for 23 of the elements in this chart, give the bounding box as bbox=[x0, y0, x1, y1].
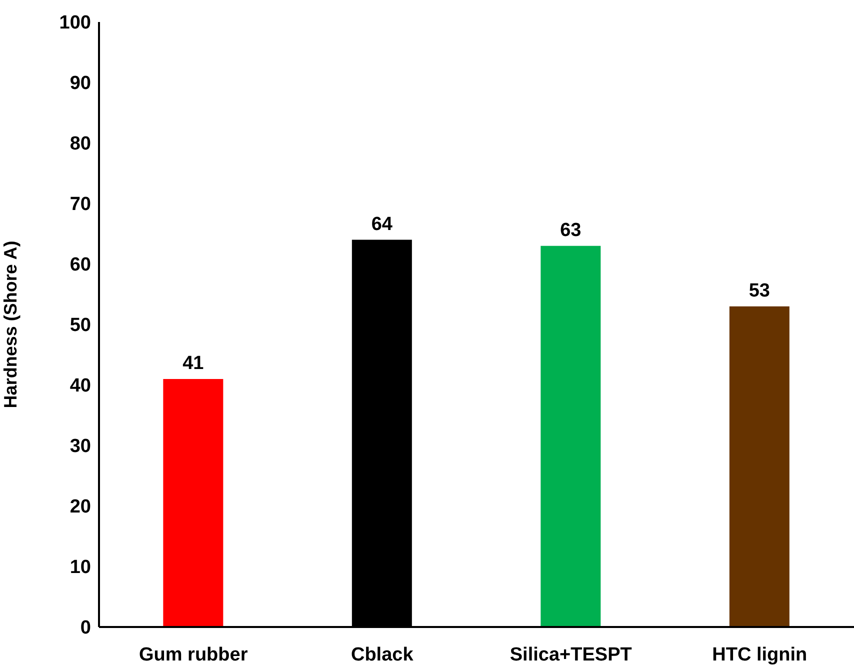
bar bbox=[540, 246, 601, 627]
x-tick-label: Silica+TESPT bbox=[510, 644, 632, 666]
y-tick-label: 80 bbox=[70, 134, 91, 155]
y-tick-label: 40 bbox=[70, 376, 91, 397]
y-tick-label: 100 bbox=[59, 12, 91, 34]
y-tick-label: 30 bbox=[70, 436, 91, 458]
y-tick-label: 20 bbox=[70, 496, 91, 518]
y-tick-label: 70 bbox=[70, 194, 91, 216]
y-tick-label: 10 bbox=[70, 557, 91, 578]
y-tick-label: 0 bbox=[80, 618, 91, 639]
y-tick-label: 60 bbox=[70, 254, 91, 276]
data-label: 41 bbox=[182, 352, 204, 374]
x-tick-label: Cblack bbox=[350, 644, 414, 666]
data-label: 63 bbox=[560, 220, 582, 241]
x-tick-label: HTC lignin bbox=[712, 644, 808, 666]
y-tick-label: 50 bbox=[70, 315, 91, 336]
bar bbox=[729, 306, 790, 627]
bar bbox=[163, 378, 224, 627]
y-axis-title: Hardness (Shore A) bbox=[0, 240, 20, 408]
y-tick-label: 90 bbox=[70, 73, 91, 94]
x-tick-label: Gum rubber bbox=[139, 644, 248, 666]
data-label: 53 bbox=[748, 280, 770, 302]
data-label: 64 bbox=[371, 214, 393, 235]
